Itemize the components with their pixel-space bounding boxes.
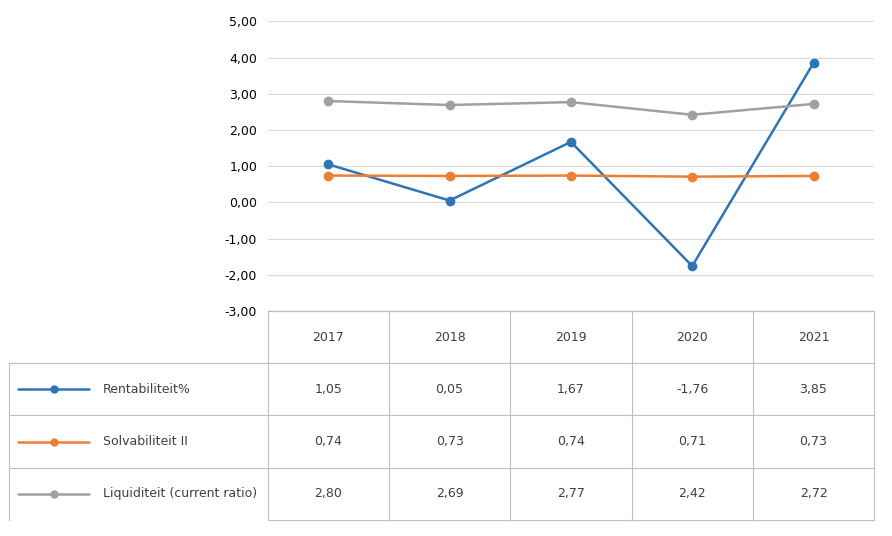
Text: 2017: 2017 [312, 331, 344, 344]
Text: 2,42: 2,42 [679, 487, 706, 500]
Text: 0,05: 0,05 [435, 383, 464, 396]
Text: 3,85: 3,85 [799, 383, 828, 396]
Text: 2020: 2020 [676, 331, 708, 344]
Text: 0,71: 0,71 [678, 435, 706, 448]
Text: 2,77: 2,77 [557, 487, 585, 500]
Text: 2,72: 2,72 [799, 487, 828, 500]
Text: 1,05: 1,05 [314, 383, 343, 396]
Text: 2018: 2018 [434, 331, 466, 344]
Text: -1,76: -1,76 [676, 383, 708, 396]
Text: 0,73: 0,73 [435, 435, 464, 448]
Text: Rentabiliteit%: Rentabiliteit% [103, 383, 191, 396]
Text: 2,80: 2,80 [314, 487, 343, 500]
Text: Liquiditeit (current ratio): Liquiditeit (current ratio) [103, 487, 257, 500]
Text: 2,69: 2,69 [436, 487, 463, 500]
Text: 2019: 2019 [555, 331, 587, 344]
Text: 0,74: 0,74 [557, 435, 585, 448]
Text: 0,74: 0,74 [314, 435, 343, 448]
Text: 1,67: 1,67 [557, 383, 585, 396]
Text: Solvabiliteit II: Solvabiliteit II [103, 435, 187, 448]
Text: 2021: 2021 [797, 331, 830, 344]
Text: 0,73: 0,73 [799, 435, 828, 448]
